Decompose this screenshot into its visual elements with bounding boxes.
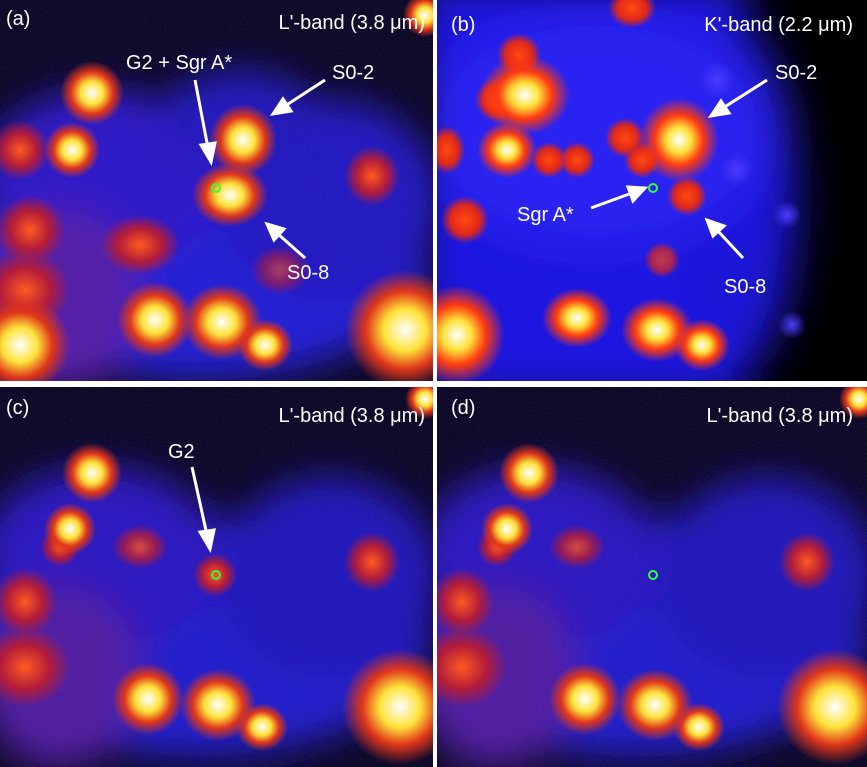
panel-a-image bbox=[0, 0, 433, 381]
panel-b-id: (b) bbox=[451, 14, 476, 36]
panel-d: (d) L'-band (3.8 μm) bbox=[437, 387, 867, 767]
panel-a-id: (a) bbox=[6, 8, 31, 30]
panel-c-band: L'-band (3.8 μm) bbox=[278, 405, 425, 427]
panel-b-band: K'-band (2.2 μm) bbox=[704, 14, 853, 36]
panel-b-image bbox=[437, 0, 867, 381]
panel-b: (b) K'-band (2.2 μm) S0-2 Sgr A* S0-8 bbox=[437, 0, 867, 381]
sgr-a-marker bbox=[211, 570, 221, 580]
panel-c-id: (c) bbox=[6, 397, 30, 419]
panel-a-arrows bbox=[193, 78, 326, 260]
label-g2-sgra: G2 + Sgr A* bbox=[126, 52, 233, 74]
panel-d-band: L'-band (3.8 μm) bbox=[706, 405, 853, 427]
label-g2: G2 bbox=[168, 441, 195, 463]
panel-c: (c) L'-band (3.8 μm) G2 bbox=[0, 387, 433, 767]
label-s08: S0-8 bbox=[724, 276, 767, 298]
panel-c-arrows bbox=[190, 466, 216, 554]
panel-d-id: (d) bbox=[451, 397, 476, 419]
label-s08: S0-8 bbox=[287, 262, 330, 284]
sgr-a-marker bbox=[211, 183, 221, 193]
sgr-a-marker bbox=[648, 183, 658, 193]
label-s02: S0-2 bbox=[332, 62, 375, 84]
label-sgra: Sgr A* bbox=[517, 204, 574, 226]
panel-b-arrows bbox=[590, 78, 768, 260]
sgr-a-marker bbox=[648, 570, 658, 580]
panel-d-image bbox=[437, 387, 867, 767]
panel-a-band: L'-band (3.8 μm) bbox=[278, 12, 425, 34]
panel-a: (a) L'-band (3.8 μm) G2 + Sgr A* S0-2 S0… bbox=[0, 0, 433, 381]
panel-c-image bbox=[0, 387, 433, 767]
label-s02: S0-2 bbox=[775, 62, 818, 84]
